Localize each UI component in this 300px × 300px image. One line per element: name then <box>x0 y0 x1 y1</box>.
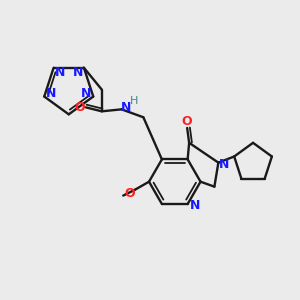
Text: N: N <box>189 200 200 212</box>
Text: N: N <box>73 66 83 79</box>
Text: N: N <box>54 66 65 79</box>
Text: N: N <box>121 101 132 114</box>
Text: N: N <box>81 87 92 100</box>
Text: N: N <box>46 87 56 100</box>
Text: O: O <box>75 101 85 114</box>
Text: H: H <box>130 96 139 106</box>
Text: O: O <box>182 115 193 128</box>
Text: O: O <box>125 187 136 200</box>
Text: N: N <box>219 158 230 171</box>
